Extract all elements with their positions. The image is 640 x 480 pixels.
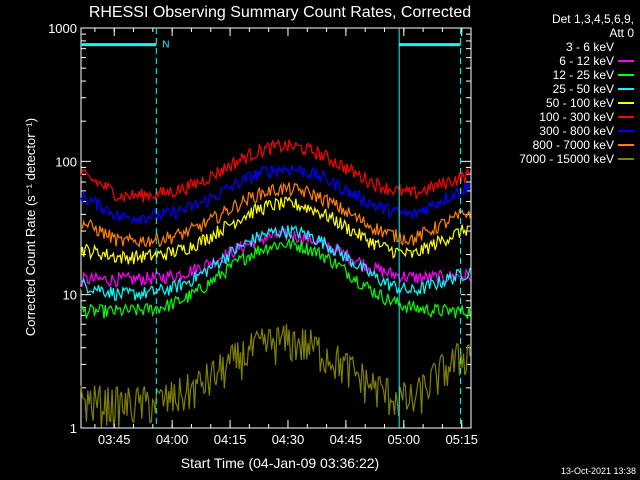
legend-label: 7000 - 15000 keV <box>519 152 614 166</box>
legend-label: 50 - 100 keV <box>545 96 614 110</box>
legend-label: 25 - 50 keV <box>552 82 614 96</box>
legend-swatch <box>618 116 634 118</box>
legend-label: 12 - 25 keV <box>552 68 614 82</box>
x-tick-label: 05:00 <box>388 432 421 447</box>
x-tick-label: 04:30 <box>272 432 305 447</box>
legend-item: 12 - 25 keV <box>474 68 634 82</box>
legend-swatch <box>618 74 634 76</box>
legend-item: 25 - 50 keV <box>474 82 634 96</box>
legend-swatch <box>618 144 634 146</box>
legend-item: 7000 - 15000 keV <box>474 152 634 166</box>
legend-label: 800 - 7000 keV <box>532 138 614 152</box>
plot-frame <box>80 27 472 429</box>
y-tick-label: 1000 <box>48 21 77 36</box>
series-line <box>80 163 471 226</box>
series-line <box>80 324 471 428</box>
timestamp: 13-Oct-2021 13:38 <box>560 466 636 476</box>
legend-label: 3 - 6 keV <box>565 40 614 54</box>
y-tick-label: 10 <box>63 288 77 303</box>
series-line <box>80 138 471 203</box>
x-axis-label: Start Time (04-Jan-09 03:36:22) <box>181 455 379 471</box>
legend-header-line-1: Det 1,3,4,5,6,9, <box>551 12 634 26</box>
legend-item: 100 - 300 keV <box>474 110 634 124</box>
attenuator-label: N <box>162 40 169 51</box>
x-tick-label: 04:45 <box>330 432 363 447</box>
legend-item: 6 - 12 keV <box>474 54 634 68</box>
y-tick-label: 100 <box>55 154 77 169</box>
chart-title: RHESSI Observing Summary Count Rates, Co… <box>89 4 471 21</box>
legend-label: 6 - 12 keV <box>559 54 614 68</box>
plot-area: 1 10 100 1000 03:45 04:00 04:15 04:30 04:45 05:00… <box>48 21 478 447</box>
legend-swatch <box>618 158 634 160</box>
series-line <box>80 182 471 249</box>
x-tick-label: 04:00 <box>156 432 189 447</box>
legend-item: 3 - 6 keV <box>474 40 634 54</box>
x-tick-label: 03:45 <box>98 432 131 447</box>
legend-item: 300 - 800 keV <box>474 124 634 138</box>
y-axis-label: Corrected Count Rate (s⁻¹ detector⁻¹) <box>23 118 38 336</box>
legend-item: 800 - 7000 keV <box>474 138 634 152</box>
legend-header-line-2: Att 0 <box>609 26 634 40</box>
y-tick-label: 1 <box>70 421 77 436</box>
legend-swatch <box>618 46 634 48</box>
legend-swatch <box>618 130 634 132</box>
series-line <box>80 224 471 301</box>
x-tick-label: 04:15 <box>214 432 247 447</box>
series-line <box>80 228 471 288</box>
series-line <box>80 196 471 265</box>
legend-label: 300 - 800 keV <box>539 124 614 138</box>
x-tick-label: 05:15 <box>445 432 478 447</box>
legend-swatch <box>618 60 634 62</box>
series-line <box>80 236 471 320</box>
legend: Det 1,3,4,5,6,9, Att 0 3 - 6 keV 6 - 12 k… <box>474 12 634 166</box>
legend-item: 50 - 100 keV <box>474 96 634 110</box>
legend-swatch <box>618 88 634 90</box>
legend-swatch <box>618 102 634 104</box>
legend-label: 100 - 300 keV <box>539 110 614 124</box>
